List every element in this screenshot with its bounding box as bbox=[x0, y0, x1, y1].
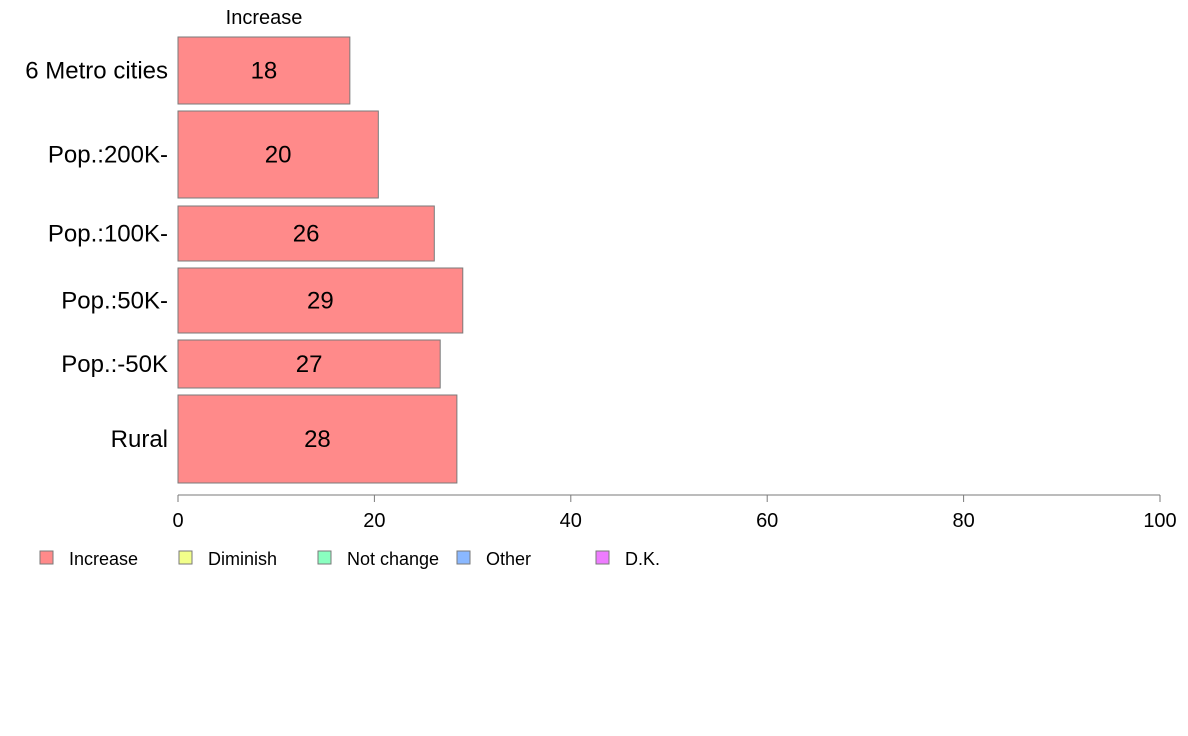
x-tick-label: 20 bbox=[363, 510, 385, 532]
category-label: 6 Metro cities bbox=[25, 58, 168, 85]
x-tick-label: 0 bbox=[172, 510, 183, 532]
bar bbox=[177, 205, 435, 262]
bar bbox=[177, 110, 379, 199]
legend-label: Other bbox=[486, 549, 531, 569]
category-label: Pop.:100K- bbox=[48, 221, 168, 248]
bar-value-label: 29 bbox=[307, 288, 334, 315]
bar-value-label: 27 bbox=[296, 351, 323, 378]
bar bbox=[177, 394, 458, 484]
legend-swatch bbox=[39, 550, 54, 565]
category-label: Pop.:-50K bbox=[61, 351, 168, 378]
bars bbox=[177, 36, 464, 484]
legend-label: Not change bbox=[347, 549, 439, 569]
bar-value-label: 26 bbox=[293, 221, 320, 248]
legend-label: Diminish bbox=[208, 549, 277, 569]
category-label: Pop.:50K- bbox=[61, 288, 168, 315]
bar bbox=[177, 36, 351, 105]
x-tick-label: 60 bbox=[756, 510, 778, 532]
bar-value-label: 28 bbox=[304, 426, 331, 453]
category-label: Rural bbox=[111, 426, 168, 453]
bar-value-label: 20 bbox=[265, 142, 292, 169]
category-labels: 6 Metro cities Pop.:200K- Pop.:100K- Pop.:5… bbox=[25, 58, 168, 454]
segment-header: Increase bbox=[226, 7, 303, 29]
legend-swatch bbox=[317, 550, 332, 565]
value-labels: 18 20 26 29 27 28 bbox=[251, 58, 334, 454]
x-tick-label: 40 bbox=[560, 510, 582, 532]
x-axis: 0 20 40 60 80 100 bbox=[172, 494, 1177, 532]
legend: Increase Diminish Not change Other D.K. bbox=[39, 549, 660, 569]
legend-swatch bbox=[456, 550, 471, 565]
legend-label: D.K. bbox=[625, 549, 660, 569]
category-label: Pop.:200K- bbox=[48, 142, 168, 169]
legend-swatch bbox=[595, 550, 610, 565]
x-tick-label: 100 bbox=[1143, 510, 1176, 532]
bar bbox=[177, 267, 464, 334]
legend-swatch bbox=[178, 550, 193, 565]
bar bbox=[177, 339, 441, 389]
bar-value-label: 18 bbox=[251, 58, 278, 85]
legend-label: Increase bbox=[69, 549, 138, 569]
x-tick-label: 80 bbox=[952, 510, 974, 532]
